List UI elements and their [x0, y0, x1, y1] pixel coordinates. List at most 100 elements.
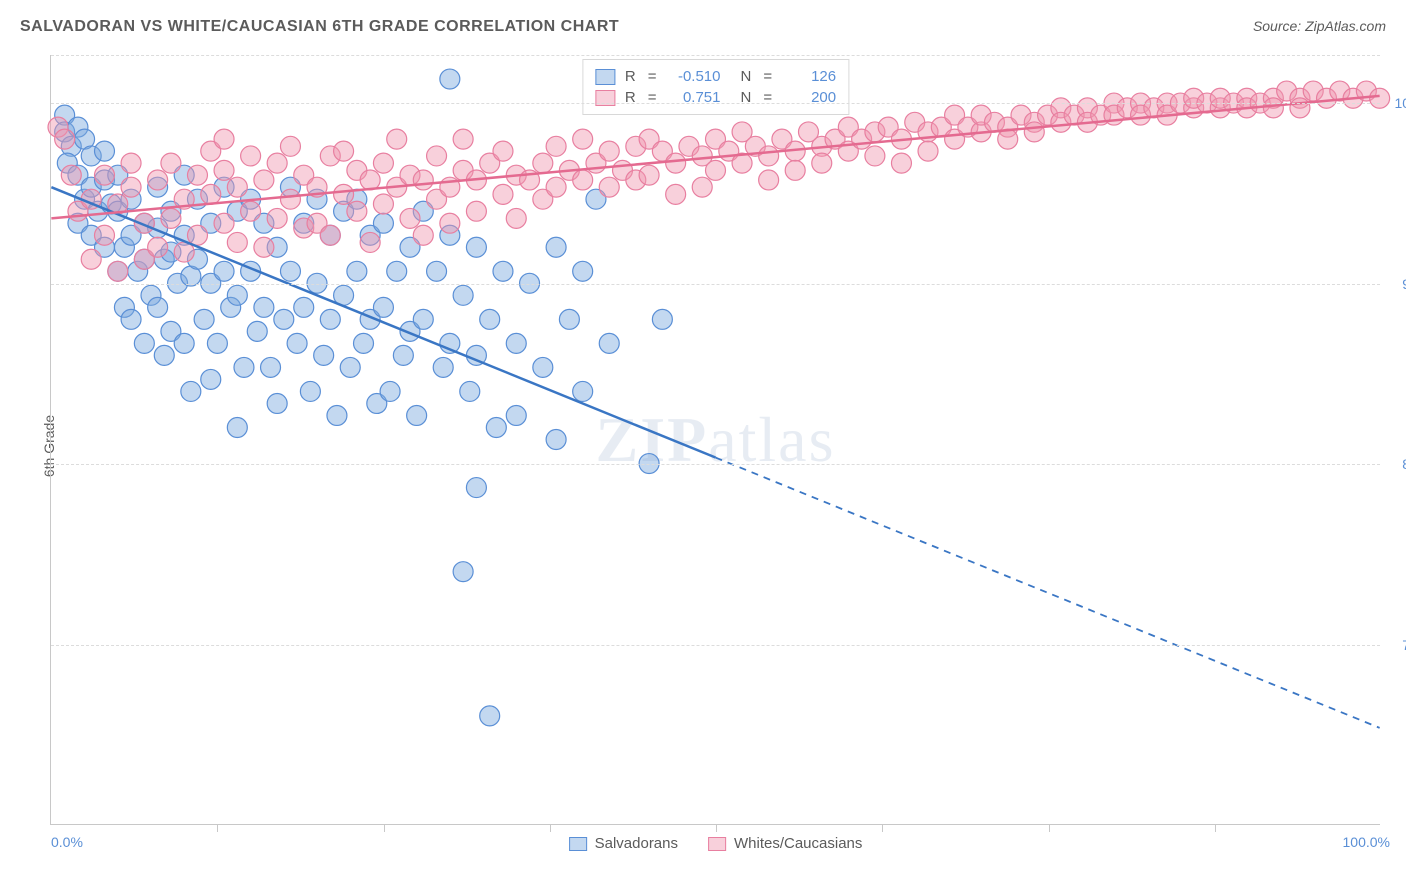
scatter-point: [334, 141, 354, 161]
scatter-point: [506, 405, 526, 425]
scatter-point: [214, 261, 234, 281]
scatter-point: [373, 153, 393, 173]
scatter-point: [280, 261, 300, 281]
scatter-point: [181, 381, 201, 401]
scatter-point: [413, 170, 433, 190]
x-tick: [217, 824, 218, 832]
scatter-point: [480, 309, 500, 329]
gridline: [51, 103, 1380, 104]
scatter-point: [573, 129, 593, 149]
legend-swatch: [569, 837, 587, 851]
scatter-point: [506, 208, 526, 228]
scatter-point: [387, 261, 407, 281]
scatter-point: [573, 170, 593, 190]
scatter-point: [241, 201, 261, 221]
scatter-point: [354, 333, 374, 353]
scatter-point: [400, 208, 420, 228]
scatter-point: [254, 297, 274, 317]
scatter-point: [267, 153, 287, 173]
scatter-point: [546, 237, 566, 257]
series-legend-label: Whites/Caucasians: [734, 835, 862, 852]
legend-r-label: R: [625, 68, 636, 85]
legend-r-value: -0.510: [669, 68, 721, 85]
scatter-point: [108, 261, 128, 281]
scatter-point: [320, 309, 340, 329]
scatter-point: [201, 369, 221, 389]
scatter-point: [506, 333, 526, 353]
scatter-point: [81, 249, 101, 269]
scatter-point: [320, 225, 340, 245]
scatter-point: [918, 141, 938, 161]
scatter-point: [148, 237, 168, 257]
legend-swatch: [595, 69, 615, 85]
scatter-point: [493, 261, 513, 281]
legend-row-salvadorans: R=-0.510N=126: [595, 66, 836, 87]
scatter-point: [480, 706, 500, 726]
scatter-point: [413, 225, 433, 245]
gridline: [51, 55, 1380, 56]
scatter-point: [599, 333, 619, 353]
scatter-point: [227, 417, 247, 437]
scatter-point: [314, 345, 334, 365]
gridline: [51, 645, 1380, 646]
scatter-point: [148, 297, 168, 317]
scatter-point: [533, 153, 553, 173]
scatter-point: [427, 146, 447, 166]
scatter-point: [360, 170, 380, 190]
chart-canvas: [51, 55, 1380, 824]
scatter-point: [373, 194, 393, 214]
x-tick: [882, 824, 883, 832]
legend-eq: =: [648, 68, 657, 85]
gridline: [51, 464, 1380, 465]
scatter-point: [187, 225, 207, 245]
scatter-point: [785, 160, 805, 180]
scatter-point: [340, 357, 360, 377]
scatter-point: [247, 321, 267, 341]
scatter-point: [373, 297, 393, 317]
plot-area: ZIPatlas R=-0.510N=126R=0.751N=200 0.0% …: [50, 55, 1380, 825]
scatter-point: [546, 177, 566, 197]
scatter-point: [433, 357, 453, 377]
y-tick-label: 100.0%: [1395, 95, 1406, 111]
scatter-point: [148, 170, 168, 190]
scatter-point: [161, 153, 181, 173]
scatter-point: [1370, 88, 1390, 108]
salvadorans-trendline-dashed: [716, 458, 1380, 728]
x-axis-min-label: 0.0%: [51, 834, 83, 850]
scatter-point: [599, 177, 619, 197]
x-tick: [1215, 824, 1216, 832]
y-tick-label: 92.5%: [1402, 276, 1406, 292]
scatter-point: [274, 309, 294, 329]
scatter-point: [95, 141, 115, 161]
scatter-point: [214, 213, 234, 233]
scatter-point: [453, 129, 473, 149]
scatter-point: [154, 345, 174, 365]
gridline: [51, 284, 1380, 285]
scatter-point: [393, 345, 413, 365]
scatter-point: [706, 160, 726, 180]
scatter-point: [214, 129, 234, 149]
scatter-point: [546, 136, 566, 156]
scatter-point: [121, 153, 141, 173]
scatter-point: [1263, 98, 1283, 118]
scatter-point: [280, 189, 300, 209]
scatter-point: [466, 478, 486, 498]
legend-swatch: [708, 837, 726, 851]
scatter-point: [261, 357, 281, 377]
x-axis-max-label: 100.0%: [1343, 834, 1390, 850]
scatter-point: [373, 213, 393, 233]
scatter-point: [759, 170, 779, 190]
scatter-point: [466, 237, 486, 257]
x-tick: [1049, 824, 1050, 832]
scatter-point: [440, 69, 460, 89]
scatter-point: [573, 261, 593, 281]
scatter-point: [95, 165, 115, 185]
scatter-point: [95, 225, 115, 245]
series-legend: SalvadoransWhites/Caucasians: [569, 835, 863, 852]
scatter-point: [493, 184, 513, 204]
scatter-point: [207, 333, 227, 353]
scatter-point: [334, 184, 354, 204]
scatter-point: [466, 201, 486, 221]
legend-eq: =: [763, 68, 772, 85]
y-tick-label: 85.0%: [1402, 456, 1406, 472]
